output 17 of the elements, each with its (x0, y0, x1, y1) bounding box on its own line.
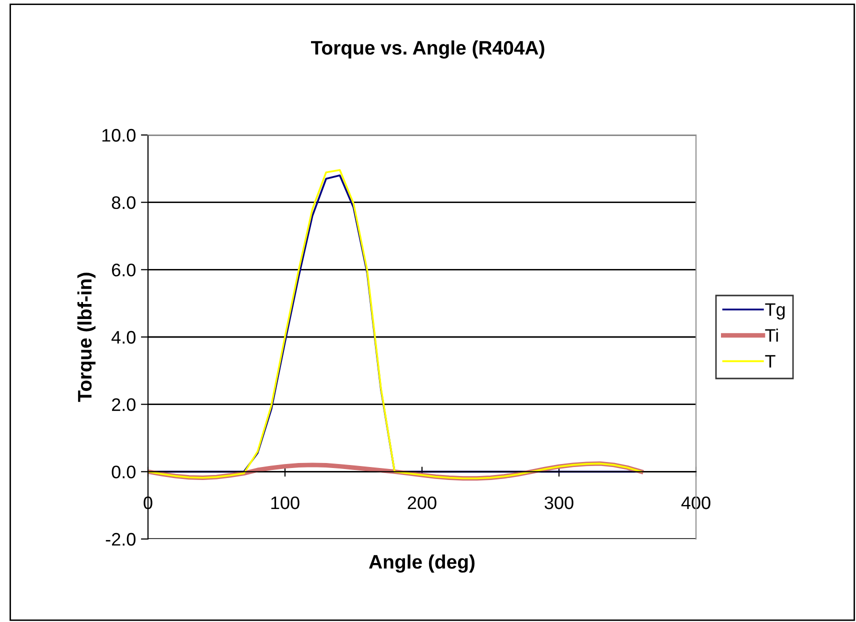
x-axis-title: Angle (deg) (369, 554, 475, 573)
x-tick-label: 300 (544, 496, 574, 510)
x-tick-label: 400 (681, 496, 710, 510)
legend-label: Tg (765, 303, 785, 320)
legend-label: T (765, 355, 776, 368)
y-tick-label: 4.0 (112, 330, 136, 344)
y-tick-label: 10.0 (102, 128, 136, 142)
y-tick-label: 2.0 (112, 398, 136, 412)
y-tick-label: 6.0 (112, 264, 136, 276)
x-tick-label: 100 (271, 496, 300, 510)
y-tick-label: 0.0 (112, 466, 136, 478)
y-axis-title: Torque (lbf-in) (77, 272, 96, 402)
legend-label: Ti (765, 328, 778, 342)
chart-title: Torque vs. Angle (R404A) (311, 40, 544, 59)
y-tick-label: -2.0 (106, 532, 136, 546)
x-tick-label: 200 (408, 496, 436, 510)
y-tick-label: 8.0 (112, 196, 136, 210)
